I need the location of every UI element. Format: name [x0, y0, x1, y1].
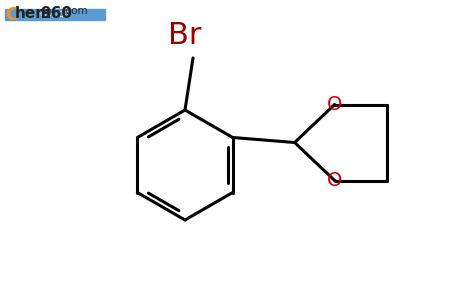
- Text: hem: hem: [15, 6, 52, 21]
- Text: Br: Br: [168, 21, 201, 50]
- Text: 960 化 工 网: 960 化 工 网: [40, 12, 70, 17]
- Text: .com: .com: [63, 6, 89, 16]
- Text: O: O: [327, 95, 342, 114]
- Bar: [5, 9, 105, 20]
- Text: C: C: [5, 6, 18, 24]
- Text: 960: 960: [40, 6, 72, 21]
- Text: O: O: [327, 171, 342, 190]
